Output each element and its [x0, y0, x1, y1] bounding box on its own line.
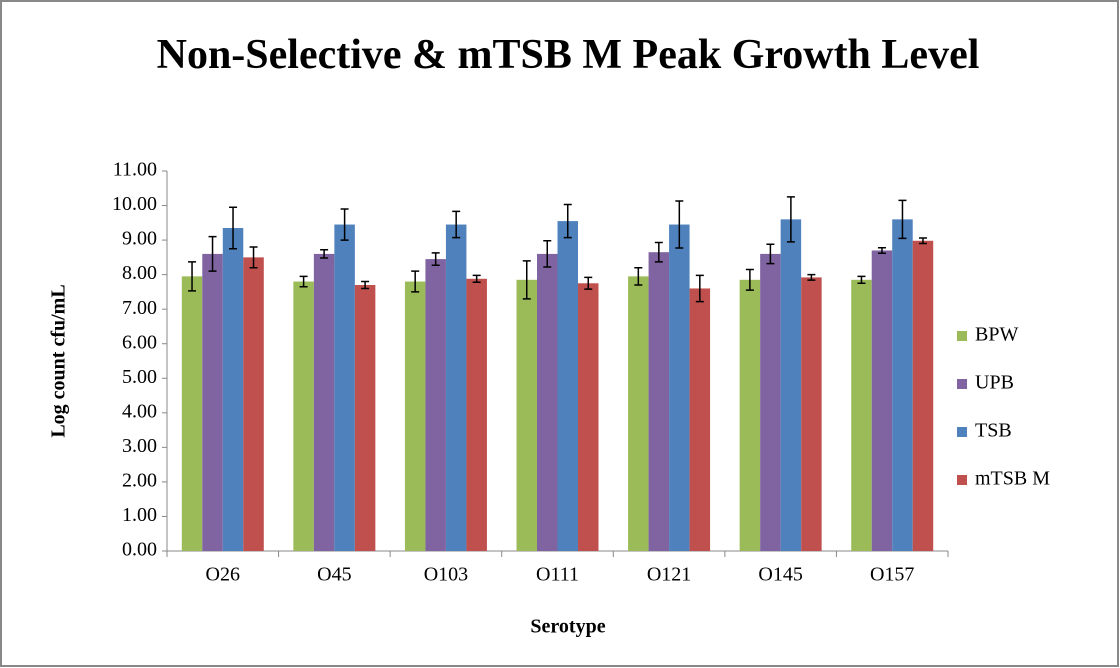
error-bar — [766, 243, 775, 265]
bar — [739, 279, 761, 551]
bar — [851, 279, 872, 551]
error-bar — [877, 246, 886, 254]
bar — [557, 221, 578, 551]
bar — [760, 253, 781, 551]
y-tick-label: 9.00 — [122, 228, 157, 250]
bar — [801, 277, 822, 551]
x-tick-label: O121 — [647, 564, 691, 586]
error-bar — [918, 237, 927, 245]
x-tick-label: O145 — [758, 564, 802, 586]
error-bar — [543, 240, 552, 268]
legend-swatch — [957, 379, 967, 389]
bar — [516, 279, 537, 551]
bar — [871, 250, 893, 552]
bar — [404, 281, 426, 551]
error-bar — [634, 266, 643, 286]
bar — [181, 276, 203, 551]
error-bar — [340, 208, 349, 241]
error-bar — [249, 246, 258, 269]
bar — [222, 228, 244, 551]
bar — [293, 281, 314, 551]
legend-label: TSB — [975, 420, 1012, 442]
bar — [628, 276, 649, 551]
error-bar — [857, 275, 866, 285]
bar — [578, 283, 599, 551]
bar — [780, 219, 802, 551]
error-bar — [898, 199, 907, 240]
error-bar — [786, 196, 795, 243]
bar — [445, 224, 467, 551]
error-bar — [411, 270, 420, 293]
legend-swatch — [957, 427, 967, 437]
bar — [466, 278, 487, 551]
y-tick-label: 11.00 — [113, 159, 157, 181]
error-bar — [522, 260, 531, 300]
legend-label: BPW — [975, 324, 1018, 346]
error-bar — [431, 252, 440, 267]
y-tick-label: 4.00 — [122, 400, 157, 422]
bar — [354, 285, 376, 551]
bar — [689, 288, 711, 551]
error-bar — [654, 241, 663, 263]
error-bar — [472, 274, 481, 283]
y-axis-label: Log count cfu/mL — [48, 284, 70, 437]
bar — [243, 257, 264, 551]
y-tick-label: 0.00 — [122, 539, 157, 561]
error-bar — [807, 273, 816, 281]
y-tick-label: 10.00 — [112, 193, 157, 215]
bar — [537, 253, 558, 551]
bar — [648, 252, 670, 551]
error-bar — [208, 235, 217, 272]
error-bar — [584, 276, 593, 290]
error-bar — [229, 206, 238, 250]
x-tick-label: O45 — [317, 564, 351, 586]
error-bar — [188, 261, 197, 292]
bar — [425, 259, 446, 551]
y-tick-label: 6.00 — [122, 331, 157, 353]
error-bar — [675, 200, 684, 249]
bar — [202, 253, 223, 551]
error-bar — [299, 275, 308, 288]
bar — [334, 224, 355, 551]
x-axis-label: Serotype — [530, 616, 605, 638]
bar — [669, 224, 690, 551]
x-tick-label: O103 — [424, 564, 468, 586]
error-bar — [452, 210, 461, 239]
y-tick-label: 1.00 — [122, 504, 157, 526]
bar — [892, 219, 913, 551]
y-tick-label: 7.00 — [122, 297, 157, 319]
error-bar — [745, 268, 754, 291]
y-tick-label: 3.00 — [122, 435, 157, 457]
x-tick-label: O26 — [206, 564, 240, 586]
legend-swatch — [957, 331, 967, 341]
error-bar — [361, 280, 370, 290]
chart-title: Non-Selective & mTSB M Peak Growth Level — [156, 32, 980, 78]
legend-label: mTSB M — [975, 468, 1050, 490]
error-bar — [695, 274, 704, 303]
y-tick-label: 2.00 — [122, 470, 157, 492]
x-tick-label: O157 — [870, 564, 914, 586]
legend-label: UPB — [975, 372, 1014, 394]
bar — [313, 253, 335, 551]
x-tick-label: O111 — [536, 564, 579, 586]
y-tick-label: 5.00 — [122, 366, 157, 388]
bar — [912, 240, 934, 552]
error-bar — [320, 249, 329, 259]
legend-swatch — [957, 475, 967, 485]
y-tick-label: 8.00 — [122, 262, 157, 284]
error-bar — [563, 203, 572, 239]
